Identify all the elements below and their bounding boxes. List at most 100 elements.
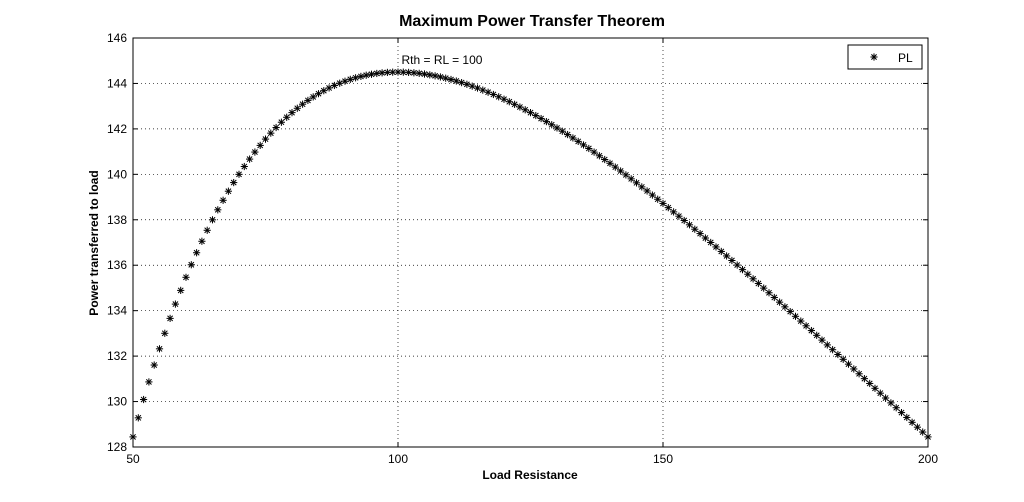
grid bbox=[133, 38, 928, 447]
data-point bbox=[246, 155, 254, 163]
data-point bbox=[129, 433, 137, 441]
data-point bbox=[701, 234, 709, 242]
data-point bbox=[897, 408, 906, 417]
data-point bbox=[744, 270, 752, 278]
data-point bbox=[754, 279, 762, 288]
data-point bbox=[198, 237, 206, 245]
data-point bbox=[797, 317, 805, 325]
data-point bbox=[203, 226, 211, 234]
data-point bbox=[844, 360, 853, 368]
data-point bbox=[436, 73, 444, 81]
data-point bbox=[908, 418, 916, 426]
data-point bbox=[839, 355, 847, 363]
x-tick-label: 200 bbox=[918, 452, 938, 466]
data-point bbox=[155, 345, 164, 353]
data-point bbox=[240, 162, 248, 171]
data-point bbox=[447, 75, 455, 84]
legend-marker-icon bbox=[870, 53, 878, 61]
data-point bbox=[871, 384, 879, 392]
data-point bbox=[685, 221, 694, 229]
data-point bbox=[680, 216, 688, 225]
data-point bbox=[214, 206, 222, 214]
data-point bbox=[723, 252, 731, 260]
data-point bbox=[738, 266, 747, 274]
data-point bbox=[882, 394, 890, 402]
y-tick-label: 132 bbox=[107, 349, 127, 363]
data-point bbox=[521, 106, 529, 114]
data-point bbox=[352, 74, 360, 82]
data-point bbox=[505, 98, 513, 106]
data-point bbox=[654, 195, 662, 203]
data-point bbox=[516, 103, 524, 111]
data-point bbox=[373, 69, 381, 78]
data-point bbox=[442, 74, 450, 82]
y-tick-label: 144 bbox=[107, 76, 127, 90]
data-point bbox=[553, 124, 561, 132]
data-point bbox=[166, 314, 174, 322]
data-point bbox=[643, 187, 651, 195]
data-point bbox=[171, 300, 179, 308]
data-point bbox=[807, 326, 815, 335]
axis-ticks: 50 100 150 200 128 130 132 134 136 138 140 142 144 14… bbox=[107, 31, 938, 466]
data-point bbox=[786, 307, 794, 316]
data-point bbox=[659, 199, 667, 208]
data-point bbox=[495, 93, 503, 101]
data-point bbox=[664, 204, 672, 212]
data-point bbox=[293, 104, 301, 112]
data-point bbox=[617, 167, 625, 175]
data-point bbox=[648, 191, 656, 199]
data-point bbox=[548, 121, 556, 129]
data-point bbox=[574, 137, 582, 146]
data-point bbox=[309, 93, 317, 101]
data-point bbox=[267, 129, 275, 137]
data-point bbox=[145, 378, 153, 386]
data-point bbox=[691, 225, 699, 233]
data-point bbox=[383, 68, 391, 77]
data-point bbox=[585, 144, 593, 153]
data-point bbox=[813, 331, 821, 339]
data-point bbox=[458, 79, 466, 87]
data-point bbox=[325, 84, 333, 92]
data-point bbox=[579, 141, 588, 149]
data-point bbox=[261, 135, 270, 143]
y-tick-label: 134 bbox=[107, 304, 127, 318]
data-point bbox=[277, 118, 285, 126]
data-point bbox=[511, 100, 519, 108]
data-point bbox=[357, 72, 365, 81]
data-point bbox=[622, 171, 630, 179]
data-point bbox=[924, 433, 932, 441]
data-point bbox=[829, 346, 837, 354]
data-point bbox=[367, 70, 376, 78]
data-point bbox=[632, 179, 641, 187]
data-point bbox=[919, 428, 927, 436]
data-point bbox=[638, 183, 646, 191]
data-point bbox=[500, 95, 508, 103]
data-point bbox=[606, 159, 614, 167]
x-tick-label: 100 bbox=[388, 452, 408, 466]
data-point bbox=[394, 68, 402, 76]
data-series bbox=[129, 68, 932, 441]
y-tick-label: 130 bbox=[107, 395, 127, 409]
data-point bbox=[532, 111, 540, 120]
data-point bbox=[903, 413, 911, 422]
data-point bbox=[670, 208, 678, 216]
data-point bbox=[251, 148, 259, 156]
data-point bbox=[463, 80, 471, 88]
annotation-text: Rth = RL = 100 bbox=[402, 53, 483, 67]
data-point bbox=[410, 69, 418, 77]
plot-frame bbox=[132, 37, 929, 448]
data-point bbox=[235, 170, 243, 178]
data-point bbox=[802, 322, 810, 330]
data-point bbox=[299, 100, 307, 108]
data-point bbox=[823, 341, 831, 349]
data-point bbox=[362, 71, 370, 79]
data-point bbox=[627, 175, 635, 183]
data-point bbox=[913, 423, 921, 431]
data-point bbox=[426, 71, 434, 79]
data-point bbox=[272, 123, 280, 132]
x-tick-label: 150 bbox=[653, 452, 673, 466]
data-point bbox=[208, 216, 217, 224]
data-point bbox=[346, 75, 354, 83]
data-point bbox=[850, 365, 858, 373]
